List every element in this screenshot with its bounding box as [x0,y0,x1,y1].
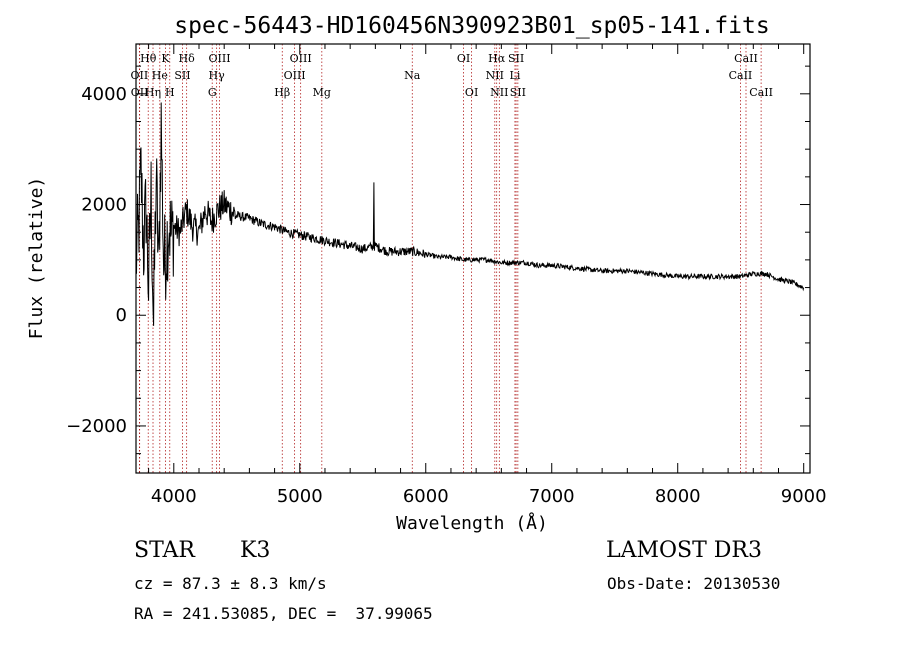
chart-title: spec-56443-HD160456N390923B01_sp05-141.f… [174,13,769,39]
x-tick-label: 4000 [151,486,197,507]
object-subclass: K3 [240,538,271,563]
x-tick-label: 6000 [403,486,449,507]
y-tick-label: −2000 [66,416,127,437]
spectral-lines [139,44,762,473]
spectral-line-label: NII [486,69,504,82]
spectral-line-label: CaII [734,52,758,65]
x-tick-label: 9000 [781,486,827,507]
spectral-line-label: K [161,52,170,65]
spectral-line-label: SII [510,86,526,99]
spectral-line-label: Hθ [140,52,157,65]
x-tick-label: 5000 [277,486,323,507]
x-tick-label: 7000 [529,486,575,507]
coordinates-readout: RA = 241.53085, DEC = 37.99065 [134,604,433,623]
spectral-line-label: H [165,86,175,99]
spectral-line-label: Hδ [179,52,196,65]
redshift-readout: cz = 87.3 ± 8.3 km/s [134,574,327,593]
spectral-line-label: NII [490,86,508,99]
spectral-line-label: OIII [290,52,312,65]
plot-frame [135,43,811,474]
object-class: STAR [134,538,195,563]
spectral-line-label: Mg [313,86,331,99]
spectral-line-label: CaII [729,69,753,82]
spectral-line-label: He [152,69,168,82]
spectral-line-label: CaII [749,86,773,99]
spectral-line-label: SII [174,69,190,82]
flux-series [135,102,805,326]
spectral-line-label: OII [131,86,149,99]
spectral-line-label: Hβ [274,86,290,99]
spectral-line-label: OIII [208,52,230,65]
spectral-line-label: Hη [145,86,161,99]
spectral-line-label: OIII [284,69,306,82]
x-axis-label: Wavelength (Å) [396,512,548,534]
spectral-line-label: OII [131,69,149,82]
y-axis-ticks: −2000 0 2000 4000 [66,65,810,455]
y-tick-label: 4000 [81,84,127,105]
y-axis-label: Flux (relative) [26,177,47,340]
x-axis-ticks: 4000 5000 6000 7000 8000 9000 [148,44,827,507]
spectral-line-label: SII [508,52,524,65]
y-tick-label: 0 [116,305,127,326]
x-tick-label: 8000 [655,486,701,507]
observation-date: Obs-Date: 20130530 [607,574,781,593]
survey-name: LAMOST DR3 [606,538,762,563]
flux-line [135,102,805,326]
spectral-line-label: G [208,86,217,99]
y-tick-label: 2000 [81,195,127,216]
spectral-line-label: OI [465,86,478,99]
spectral-line-label: Hγ [209,69,226,82]
spectral-line-label: Li [510,69,521,82]
spectral-line-label: OI [457,52,470,65]
spectral-line-label: Hα [488,52,506,65]
spectral-line-label: Na [404,69,421,82]
